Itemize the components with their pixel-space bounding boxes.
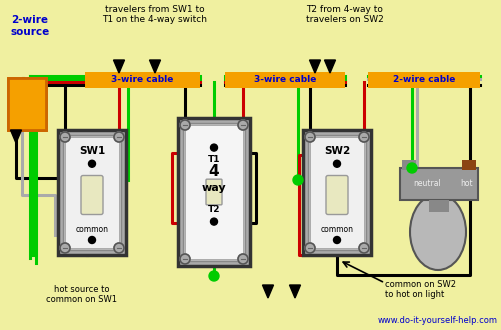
Bar <box>401 160 415 170</box>
Text: way: way <box>201 182 226 193</box>
Circle shape <box>88 160 95 167</box>
FancyBboxPatch shape <box>81 176 103 214</box>
Circle shape <box>210 218 217 225</box>
Text: T2: T2 <box>207 205 220 214</box>
Text: hot source to
common on SW1: hot source to common on SW1 <box>47 285 117 304</box>
Bar <box>310 137 363 248</box>
Text: 3-wire cable: 3-wire cable <box>111 76 173 84</box>
Circle shape <box>60 132 70 142</box>
Bar <box>185 125 242 259</box>
Text: common: common <box>320 225 353 235</box>
Text: SW2: SW2 <box>323 146 349 156</box>
Bar <box>65 137 119 248</box>
Polygon shape <box>262 285 273 298</box>
Bar <box>8 78 46 130</box>
Text: 3-wire cable: 3-wire cable <box>254 76 316 84</box>
FancyBboxPatch shape <box>205 179 221 205</box>
Text: neutral: neutral <box>413 180 440 188</box>
Polygon shape <box>113 60 124 73</box>
Circle shape <box>305 132 314 142</box>
Text: www.do-it-yourself-help.com: www.do-it-yourself-help.com <box>377 316 497 325</box>
Circle shape <box>237 254 247 264</box>
Text: common: common <box>75 225 108 235</box>
Bar <box>367 72 479 88</box>
Polygon shape <box>289 285 300 298</box>
Circle shape <box>210 144 217 151</box>
Circle shape <box>358 132 368 142</box>
Polygon shape <box>324 60 335 73</box>
Polygon shape <box>309 60 320 73</box>
Text: common on SW2
to hot on light: common on SW2 to hot on light <box>384 280 455 299</box>
Bar <box>85 72 199 88</box>
Circle shape <box>406 163 416 173</box>
Text: 2-wire cable: 2-wire cable <box>392 76 454 84</box>
Text: travelers from SW1 to
T1 on the 4-way switch: travelers from SW1 to T1 on the 4-way sw… <box>102 5 207 24</box>
Bar <box>63 135 121 250</box>
Bar <box>8 78 46 130</box>
Circle shape <box>60 243 70 253</box>
Ellipse shape <box>409 194 465 270</box>
Bar <box>58 130 126 255</box>
FancyBboxPatch shape <box>325 176 347 214</box>
Circle shape <box>358 243 368 253</box>
Circle shape <box>114 132 124 142</box>
Text: hot: hot <box>459 180 471 188</box>
Text: 4: 4 <box>208 164 219 179</box>
Bar <box>428 200 448 212</box>
Circle shape <box>333 237 340 244</box>
Circle shape <box>237 120 247 130</box>
Circle shape <box>114 243 124 253</box>
Bar <box>308 135 365 250</box>
Circle shape <box>180 254 189 264</box>
Bar <box>183 123 244 261</box>
Circle shape <box>293 175 303 185</box>
Bar <box>178 118 249 266</box>
Bar <box>399 168 477 200</box>
Text: SW1: SW1 <box>79 146 105 156</box>
Circle shape <box>208 271 218 281</box>
Text: T1: T1 <box>207 155 220 164</box>
Bar <box>224 72 344 88</box>
Circle shape <box>333 160 340 167</box>
Text: 2-wire
source: 2-wire source <box>11 15 50 37</box>
Polygon shape <box>149 60 160 73</box>
Circle shape <box>88 237 95 244</box>
Text: T2 from 4-way to
travelers on SW2: T2 from 4-way to travelers on SW2 <box>306 5 383 24</box>
Bar <box>303 130 370 255</box>
Circle shape <box>305 243 314 253</box>
Circle shape <box>180 120 189 130</box>
Bar <box>461 160 475 170</box>
Polygon shape <box>11 130 22 143</box>
